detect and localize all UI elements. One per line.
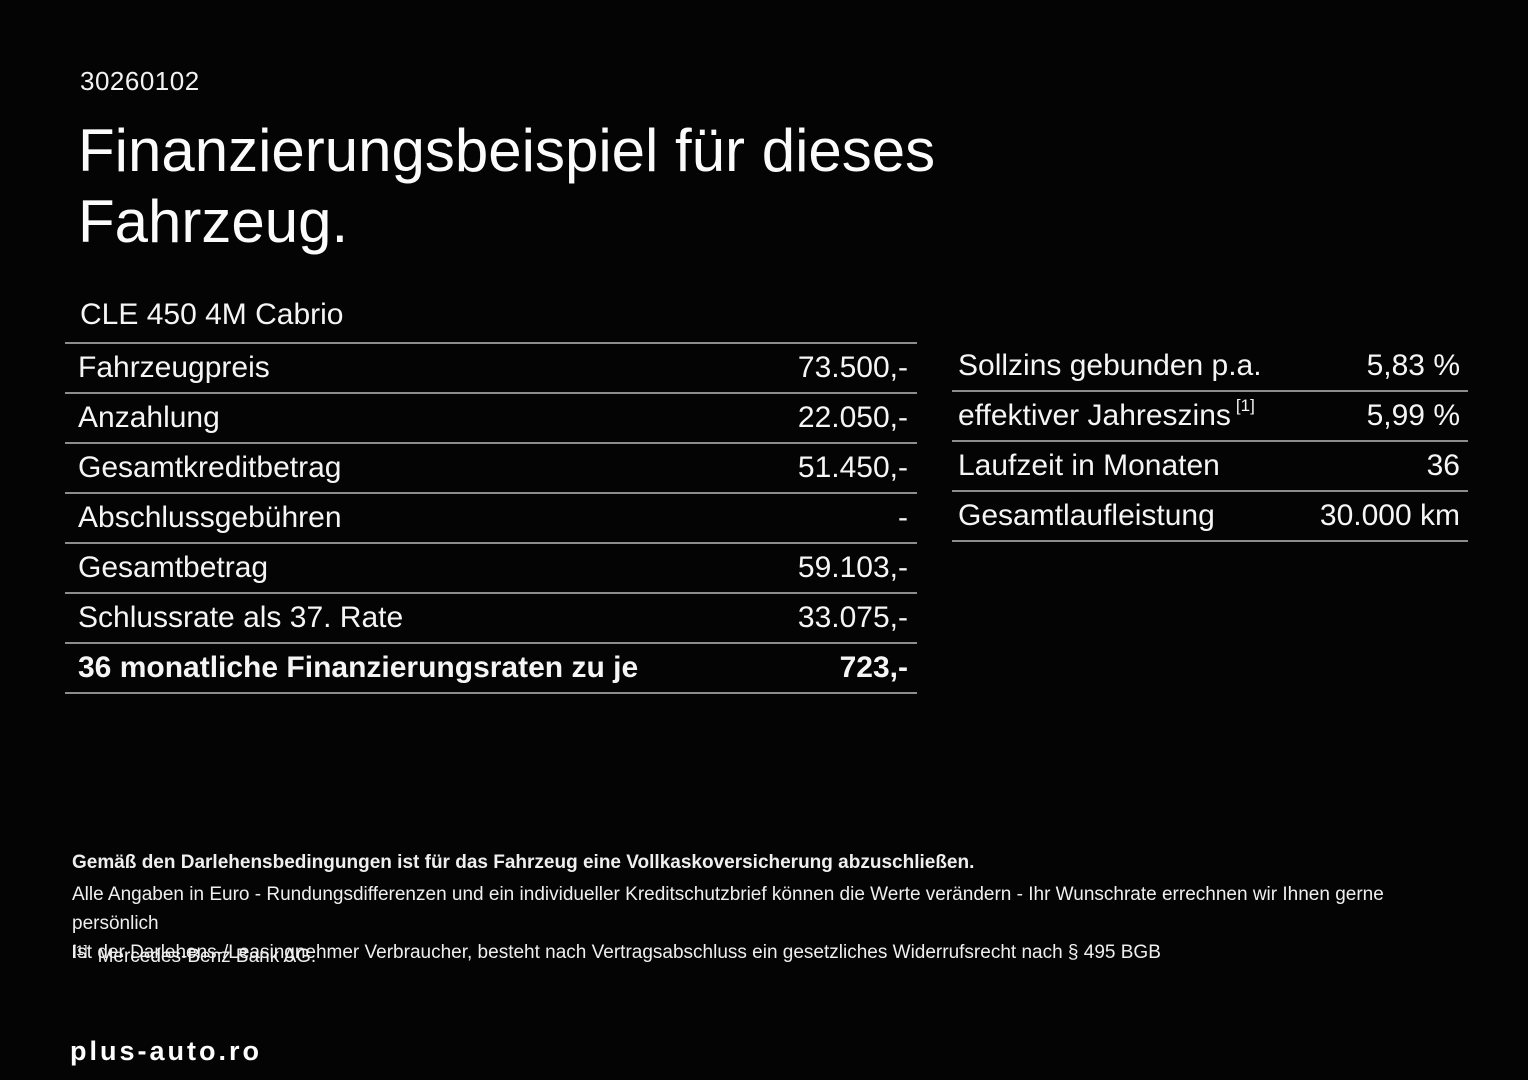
- vehicle-model: CLE 450 4M Cabrio: [80, 298, 344, 331]
- row-label: Gesamtkreditbetrag: [78, 451, 342, 484]
- row-label: Fahrzeugpreis: [78, 351, 270, 384]
- row-label: Anzahlung: [78, 401, 220, 434]
- row-value: 723,-: [839, 651, 908, 684]
- disclaimer-insurance: Gemäß den Darlehensbedingungen ist für d…: [72, 852, 975, 873]
- footnote: [1] Mercedes-Benz Bank AG.: [72, 942, 316, 968]
- footnote-ref: [1262, 346, 1267, 365]
- finance-table: Fahrzeugpreis 73.500,- Anzahlung 22.050,…: [65, 342, 917, 694]
- row-value: 73.500,-: [797, 351, 908, 384]
- row-value: 30.000 km: [1319, 499, 1460, 532]
- table-row: Gesamtbetrag 59.103,-: [65, 544, 917, 594]
- footnote-ref: [1220, 446, 1225, 465]
- row-value: 51.450,-: [797, 451, 908, 484]
- table-row: Gesamtkreditbetrag 51.450,-: [65, 444, 917, 494]
- site-watermark: plus-auto.ro: [70, 1036, 262, 1066]
- row-label: Sollzins gebunden p.a.: [952, 349, 1267, 383]
- row-label: Gesamtlaufleistung: [952, 499, 1220, 533]
- footnote-ref: [1215, 496, 1220, 515]
- offer-id: 30260102: [80, 66, 200, 96]
- row-value: -: [898, 501, 908, 534]
- footnote-marker: [1]: [72, 942, 88, 958]
- table-row: Sollzins gebunden p.a. 5,83 %: [952, 342, 1468, 392]
- disclaimer-withdrawal: Ist der Darlehens-/Leasingnehmer Verbrau…: [72, 942, 1161, 963]
- row-value: 5,83 %: [1366, 349, 1460, 382]
- row-value: 36: [1426, 449, 1460, 482]
- row-label: effektiver Jahreszins [1]: [958, 396, 1255, 432]
- disclaimer-euro: Alle Angaben in Euro - Rundungsdifferenz…: [72, 884, 1384, 934]
- row-label: Gesamtbetrag: [78, 551, 269, 584]
- row-value: 33.075,-: [797, 601, 908, 634]
- row-label: 36 monatliche Finanzierungsraten zu je: [78, 651, 639, 684]
- row-value: 5,99 %: [1366, 399, 1460, 432]
- footnote-ref: [1]: [1235, 396, 1255, 415]
- row-label: Abschlussgebühren: [78, 501, 342, 534]
- row-value: 22.050,-: [797, 401, 908, 434]
- table-row-monthly-rate: 36 monatliche Finanzierungsraten zu je 7…: [65, 644, 917, 694]
- table-row: effektiver Jahreszins [1] 5,99 %: [952, 392, 1468, 442]
- conditions-table: Sollzins gebunden p.a. 5,83 % effektiver…: [952, 342, 1468, 542]
- table-row: Schlussrate als 37. Rate 33.075,-: [65, 594, 917, 644]
- legal-disclaimer: Gemäß den Darlehensbedingungen ist für d…: [72, 848, 1472, 967]
- footnote-text: Mercedes-Benz Bank AG.: [97, 946, 317, 967]
- table-row: Fahrzeugpreis 73.500,-: [65, 344, 917, 394]
- table-row: Anzahlung 22.050,-: [65, 394, 917, 444]
- table-row: Abschlussgebühren -: [65, 494, 917, 544]
- table-row: Gesamtlaufleistung 30.000 km: [952, 492, 1468, 542]
- row-value: 59.103,-: [797, 551, 908, 584]
- table-row: Laufzeit in Monaten 36: [952, 442, 1468, 492]
- page-title: Finanzierungsbeispiel für dieses Fahrzeu…: [78, 117, 936, 255]
- row-label: Laufzeit in Monaten: [952, 449, 1225, 483]
- row-label: Schlussrate als 37. Rate: [78, 601, 404, 634]
